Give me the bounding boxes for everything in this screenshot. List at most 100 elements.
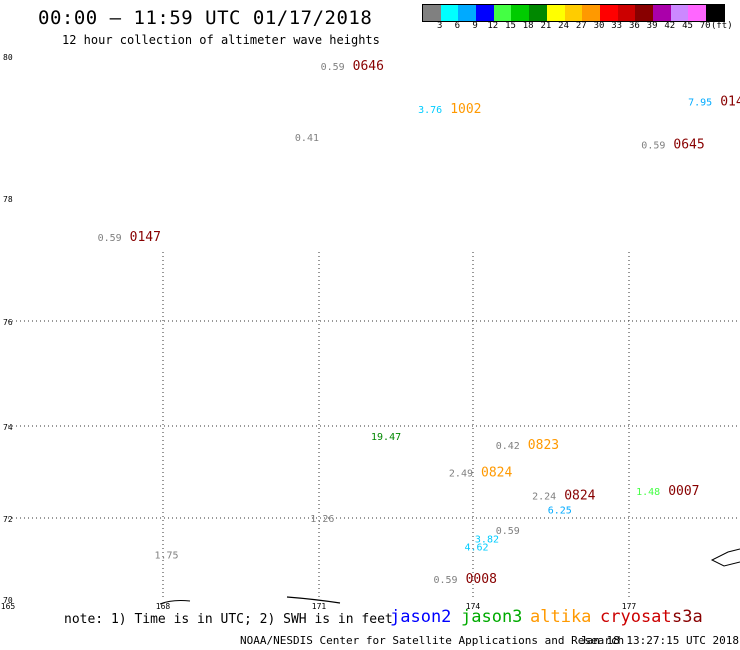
obs-time: 0646 [353, 59, 384, 74]
obs-time: 0008 [466, 572, 497, 587]
coastline-segment-2 [286, 596, 341, 604]
observation: 1.48 0007 [636, 484, 699, 499]
color-scale-tick: 36 [628, 21, 640, 31]
swh-value: 0.59 [434, 575, 458, 586]
color-scale-tick: 30 [593, 21, 605, 31]
observation: 6.25 [548, 505, 572, 516]
lat-tick-label: 78 [3, 195, 13, 204]
lat-tick-label: 80 [3, 53, 13, 62]
observation: 1.26 [310, 514, 334, 525]
color-swatch [476, 5, 494, 21]
footer-note: note: 1) Time is in UTC; 2) SWH is in fe… [64, 612, 393, 627]
observation: 0.42 0823 [496, 438, 559, 453]
satellite-label: cryosat [600, 607, 672, 627]
observation: 0.59 [496, 526, 520, 537]
color-scale-tick: 6 [454, 21, 461, 31]
coastline-segment-3 [710, 548, 740, 567]
color-swatch [493, 5, 512, 21]
color-scale-tick: 3 [436, 21, 443, 31]
color-scale-tick: 18 [522, 21, 534, 31]
map-subtitle: 12 hour collection of altimeter wave hei… [62, 33, 380, 47]
color-scale-tick: 39 [646, 21, 658, 31]
color-scale-tick: 45 [682, 21, 693, 31]
lon-tick-label: 174 [466, 602, 481, 611]
color-swatch [706, 5, 724, 21]
lat-tick-label: 74 [3, 423, 13, 432]
coastline [159, 548, 740, 605]
color-scale-tick: 27 [575, 21, 587, 31]
color-swatch [564, 5, 583, 21]
swh-value: 19.47 [371, 432, 401, 443]
observation: 4.62 [465, 542, 489, 553]
lon-tick-label: 168 [156, 602, 171, 611]
color-scale-unit: (ft) [710, 21, 733, 31]
swh-value: 6.25 [548, 505, 572, 516]
swh-value: 2.24 [532, 492, 556, 503]
color-scale-tick: 42 [664, 21, 676, 31]
color-swatch [688, 5, 706, 21]
swh-value: 3.76 [418, 105, 442, 116]
satellite-label: jason2 [390, 607, 452, 627]
color-scale-tick: 12 [487, 21, 499, 31]
color-scale-tick: 9 [472, 21, 478, 31]
map-grid [8, 252, 740, 599]
observation: 1.75 [155, 551, 179, 562]
obs-time: 1002 [450, 102, 481, 117]
observation: 3.82 [475, 534, 499, 545]
swh-value: 1.26 [310, 514, 334, 525]
footer-timestamp: Jan 18 13:27:15 UTC 2018 [580, 634, 739, 647]
swh-value: 0.59 [98, 233, 122, 244]
obs-time: 0147 [130, 230, 161, 245]
lat-tick-label: 70 [3, 596, 13, 605]
map-title: 00:00 — 11:59 UTC 01/17/2018 [38, 7, 373, 29]
obs-time: 0007 [668, 484, 699, 499]
obs-time: 0824 [564, 489, 595, 504]
observation: 3.76 1002 [418, 102, 481, 117]
swh-value: 1.75 [155, 551, 179, 562]
lon-tick-label: 171 [312, 602, 327, 611]
swh-value: 2.49 [449, 469, 473, 480]
color-scale-tick: 21 [540, 21, 552, 31]
color-swatch [529, 5, 547, 21]
color-swatch [440, 5, 459, 21]
swh-value: 3.82 [475, 534, 499, 545]
obs-time: 014 [720, 95, 740, 110]
satellite-label: jason3 [461, 607, 523, 627]
observation: 2.49 0824 [449, 466, 513, 481]
obs-time: 0645 [673, 137, 704, 152]
satellite-label: altika [530, 607, 592, 627]
color-swatch [599, 5, 618, 21]
swh-value: 4.62 [465, 542, 489, 553]
swh-value: 0.59 [321, 62, 345, 73]
color-swatch [670, 5, 689, 21]
color-swatch [652, 5, 671, 21]
observation: 0.41 [295, 133, 319, 144]
footer-credit: NOAA/NESDIS Center for Satellite Applica… [240, 634, 625, 647]
swh-value: 0.42 [496, 441, 520, 452]
obs-time: 0824 [481, 466, 512, 481]
color-swatch [635, 5, 653, 21]
obs-time: 0823 [528, 438, 559, 453]
color-scale-tick: 24 [558, 21, 570, 31]
lat-tick-label: 72 [3, 515, 13, 524]
swh-value: 0.59 [641, 140, 665, 151]
color-scale-tick: 70 [699, 21, 711, 31]
color-swatch [423, 5, 441, 21]
observation: 7.95 014 [688, 95, 740, 110]
observation: 0.59 0645 [641, 137, 704, 152]
swh-value: 0.41 [295, 133, 319, 144]
observation: 0.59 0008 [434, 572, 497, 587]
observation: 0.59 0147 [98, 230, 161, 245]
swh-value: 1.48 [636, 487, 660, 498]
color-swatch [546, 5, 565, 21]
satellite-label: s3a [672, 607, 703, 627]
coastline-segment-1 [159, 599, 191, 605]
color-scale-legend [422, 4, 725, 22]
lat-tick-label: 76 [3, 318, 13, 327]
color-scale-ticks: 3 6 9 12 15 18 21 24 27 30 33 36 39 42 45 70 (ft) [422, 21, 733, 33]
observation: 0.59 0646 [321, 59, 384, 74]
lon-tick-label: 177 [622, 602, 637, 611]
color-scale-tick: 15 [505, 21, 516, 31]
